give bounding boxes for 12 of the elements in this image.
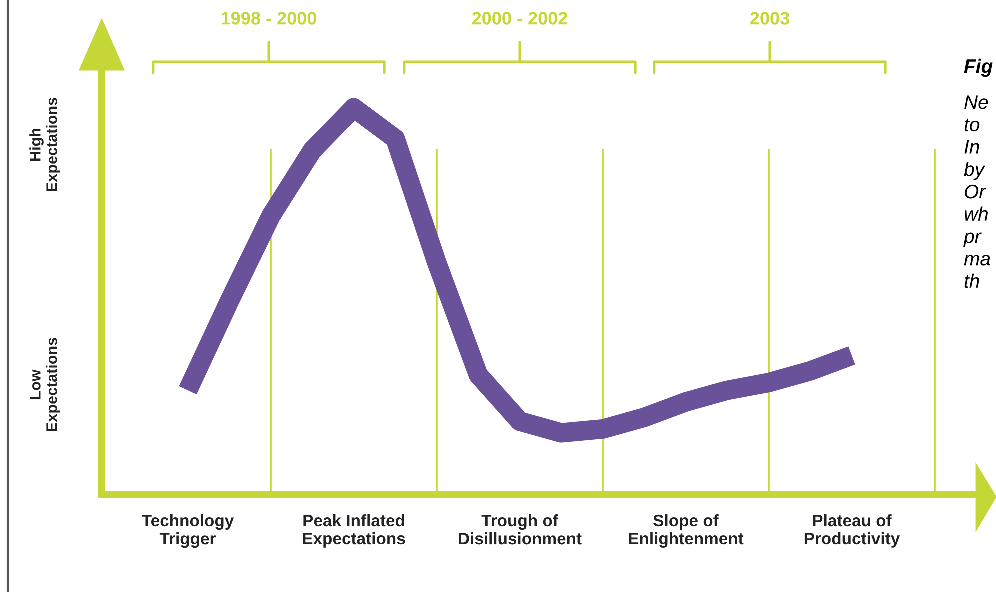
text: 2000 - 2002 [472,12,568,25]
text: High Expectations [30,98,60,192]
x-tick-label: Plateau of Productivity [804,514,900,548]
x-tick-label: Technology Trigger [142,514,234,548]
text: 1998 - 2000 [222,12,316,25]
text: Fig [964,58,993,78]
x-tick-label: Peak Inflated Expectations [303,514,406,548]
x-tick-label: Trough of Disillusionment [459,514,582,545]
text: Low Expectations [30,338,60,432]
text: Ne to In by Or wh pr ma th [964,96,990,288]
x-tick-label: Slope of Enlightenment [629,514,744,548]
text: 2003 [750,12,790,25]
